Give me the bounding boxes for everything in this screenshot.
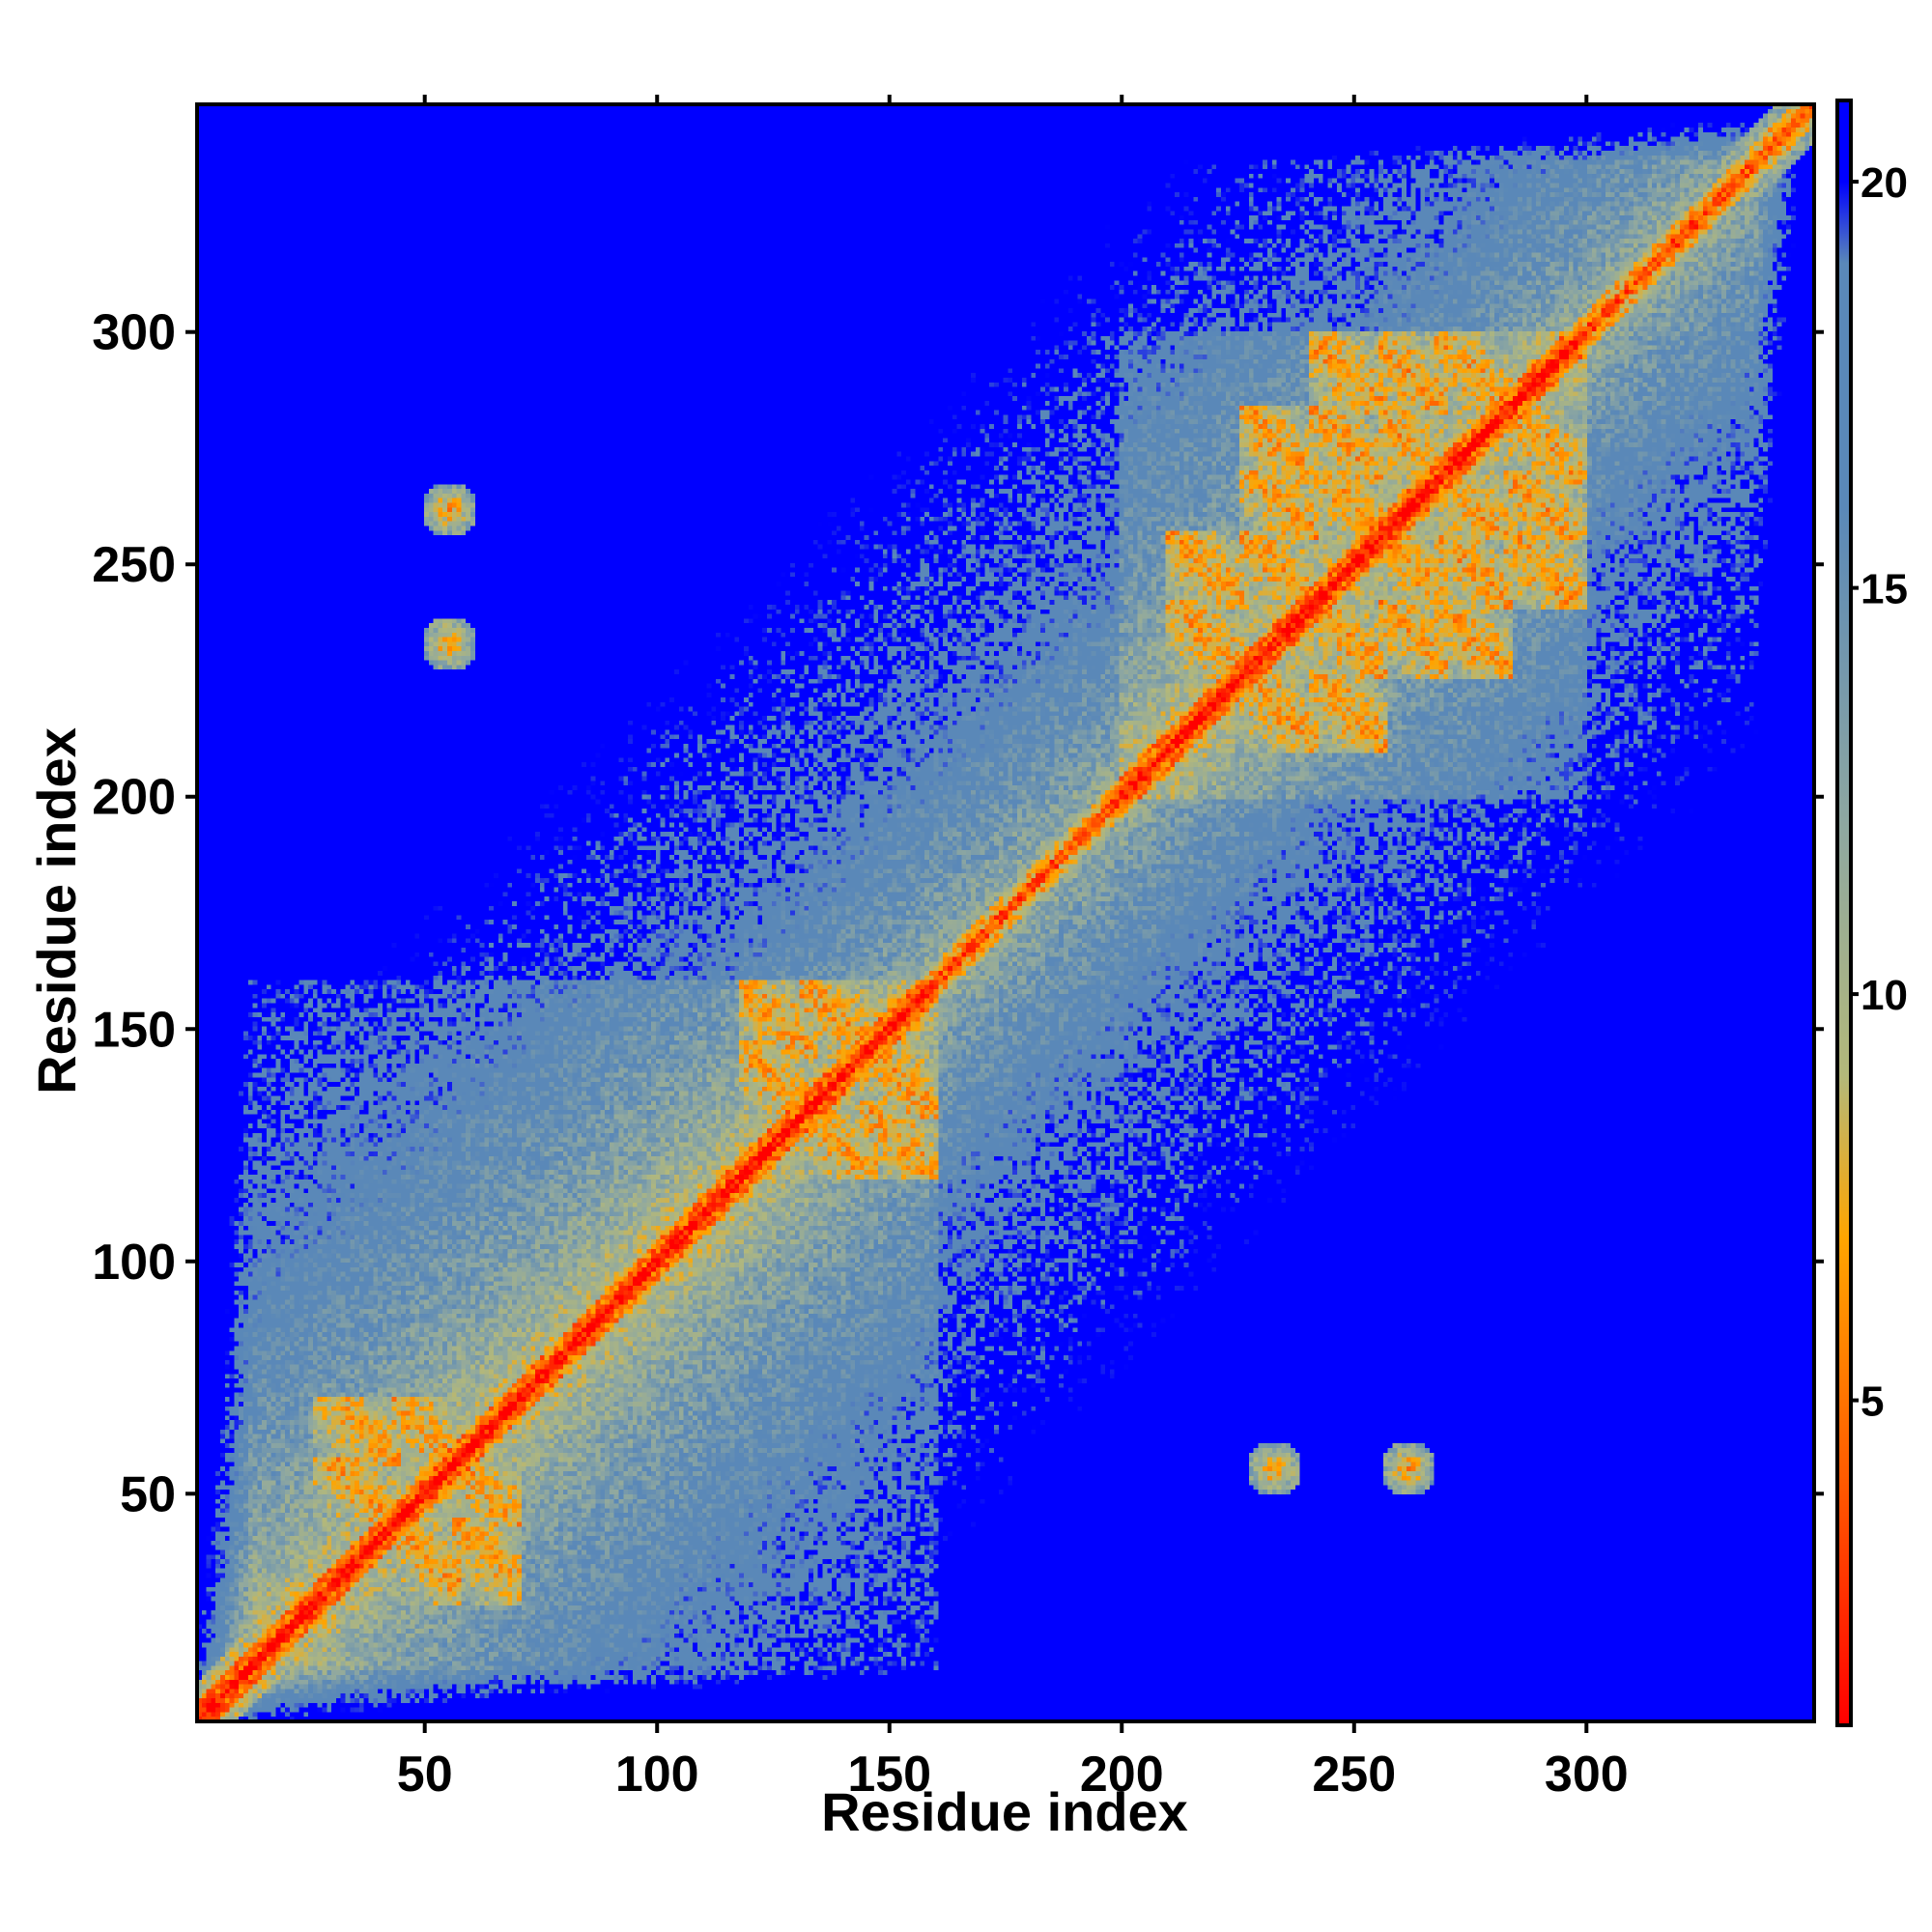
x-tick-label: 200 xyxy=(1080,1747,1164,1803)
plot-frame xyxy=(195,102,1816,1723)
plot-border xyxy=(195,102,1816,1723)
y-tick-label: 50 xyxy=(120,1466,176,1522)
y-tick-label: 250 xyxy=(92,537,176,593)
colorbar-tick-label: 15 xyxy=(1861,566,1908,613)
colorbar-tick-label: 5 xyxy=(1861,1378,1884,1426)
x-tick-label: 50 xyxy=(397,1747,453,1803)
y-tick-label: 100 xyxy=(92,1235,176,1291)
colorbar-gradient xyxy=(1835,99,1853,1727)
x-axis-label: Residue index xyxy=(821,1781,1188,1842)
heatmap-cells xyxy=(197,104,1814,1721)
x-axis-ticks: 50 100 150 200 250 300 xyxy=(397,95,1629,1803)
colorbar: 5 10 15 20 xyxy=(1835,99,1908,1727)
colorbar-tick-label: 10 xyxy=(1861,972,1908,1019)
colorbar-tick-label: 20 xyxy=(1861,159,1908,207)
y-tick-label: 300 xyxy=(92,305,176,361)
x-tick-label: 250 xyxy=(1312,1747,1396,1803)
x-tick-label: 300 xyxy=(1545,1747,1629,1803)
x-tick-label: 100 xyxy=(615,1747,699,1803)
y-axis-ticks: 50 100 150 200 250 300 xyxy=(92,305,1824,1522)
x-tick-label: 150 xyxy=(847,1747,931,1803)
y-axis-label: Residue index xyxy=(26,727,87,1094)
y-tick-label: 200 xyxy=(92,770,176,826)
heatmap xyxy=(197,104,1814,1721)
y-tick-label: 150 xyxy=(92,1002,176,1058)
